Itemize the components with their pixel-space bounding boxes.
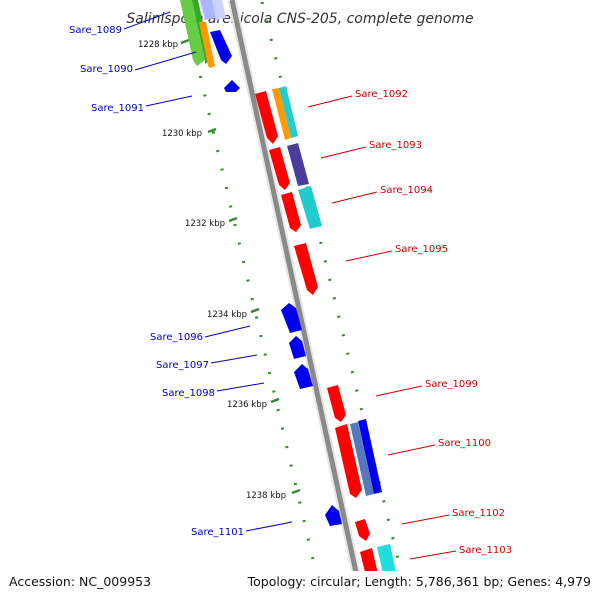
gene-label-sare-1103[interactable]: Sare_1103 — [459, 545, 512, 556]
accession-text: Accession: NC_009953 — [9, 574, 151, 589]
leader-line — [320, 146, 367, 159]
reverse-gene-arrow — [289, 336, 306, 359]
tick-1230 — [207, 127, 217, 134]
blue-feature-bar — [358, 419, 382, 494]
gene-label-sare-1091[interactable]: Sare_1091 — [91, 103, 144, 114]
steelblue-feature-bar — [350, 422, 374, 496]
leader-line — [216, 382, 265, 392]
gene-label-sare-1094[interactable]: Sare_1094 — [380, 185, 433, 196]
kbp-label: 1232 kbp — [185, 219, 225, 229]
map-title: Salinispora arenicola CNS-205, complete … — [126, 11, 473, 27]
gene-label-sare-1098[interactable]: Sare_1098 — [162, 388, 215, 399]
cyan-feature-bar — [298, 186, 322, 229]
reverse-gene-arrow — [281, 303, 302, 333]
kbp-label: 1238 kbp — [246, 491, 286, 501]
green-feature-bar — [180, 0, 205, 66]
gene-label-sare-1092[interactable]: Sare_1092 — [355, 89, 408, 100]
orange-feature-bar — [199, 22, 215, 68]
forward-gene-arrow — [255, 91, 278, 144]
forward-gene-arrow — [269, 147, 290, 190]
reverse-gene-arrow — [224, 80, 240, 92]
forward-gene-arrow — [294, 243, 318, 295]
gene-label-sare-1096[interactable]: Sare_1096 — [150, 332, 203, 343]
gene-label-sare-1089[interactable]: Sare_1089 — [69, 25, 122, 36]
gene-label-sare-1095[interactable]: Sare_1095 — [395, 244, 448, 255]
gene-label-sare-1097[interactable]: Sare_1097 — [156, 360, 209, 371]
leader-line — [401, 514, 450, 525]
kbp-ticks — [180, 38, 301, 495]
leader-line — [123, 11, 171, 30]
tick-1228 — [180, 38, 190, 45]
kbp-label: 1230 kbp — [162, 129, 202, 139]
tick-1238 — [291, 488, 301, 495]
kbp-label: 1236 kbp — [227, 400, 267, 410]
genome-summary-text: Topology: circular; Length: 5,786,361 bp… — [247, 574, 591, 589]
forward-gene-arrow — [355, 519, 370, 541]
gene-label-sare-1099[interactable]: Sare_1099 — [425, 379, 478, 390]
purple-feature-bar — [287, 143, 309, 186]
leader-line — [331, 191, 378, 204]
leader-line — [345, 250, 393, 262]
lavender-feature-bar — [200, 0, 217, 20]
leader-line — [307, 95, 353, 108]
tick-1234 — [250, 307, 260, 314]
footer-background — [0, 571, 600, 600]
cyan-feature-bar — [279, 86, 298, 138]
reverse-gene-labels: Sare_1089 Sare_1090 Sare_1091 Sare_1096 … — [69, 11, 293, 538]
leader-line — [245, 521, 293, 532]
kbp-labels: 1228 kbp 1230 kbp 1232 kbp 1234 kbp 1236… — [138, 40, 286, 501]
forward-gene-labels: Sare_1092 Sare_1093 Sare_1094 Sare_1095 … — [307, 89, 512, 560]
leader-line — [387, 444, 436, 456]
genome-backbone — [229, 0, 365, 600]
gene-label-sare-1102[interactable]: Sare_1102 — [452, 508, 505, 519]
leader-line — [134, 51, 197, 71]
lavender-feature-bar — [212, 0, 226, 20]
forward-gene-arrow — [327, 385, 346, 422]
inner-dotted-guide — [181, 1, 317, 569]
reverse-gene-arrow — [294, 364, 313, 389]
forward-gene-arrow — [281, 192, 301, 232]
leader-line — [210, 354, 258, 364]
gene-label-sare-1090[interactable]: Sare_1090 — [80, 64, 133, 75]
kbp-label: 1234 kbp — [207, 310, 247, 320]
leader-line — [375, 385, 423, 397]
reverse-gene-arrow — [210, 30, 232, 64]
forward-features — [255, 86, 402, 600]
tick-1232 — [228, 216, 238, 223]
reverse-features — [180, 0, 342, 526]
forward-gene-arrow — [335, 424, 362, 498]
gene-label-sare-1093[interactable]: Sare_1093 — [369, 140, 422, 151]
leader-line — [409, 550, 457, 560]
reverse-gene-arrow — [325, 505, 342, 526]
kbp-label: 1228 kbp — [138, 40, 178, 50]
gene-label-sare-1101[interactable]: Sare_1101 — [191, 527, 244, 538]
tick-1236 — [270, 397, 280, 404]
orange-feature-bar — [272, 88, 291, 140]
gene-label-sare-1100[interactable]: Sare_1100 — [438, 438, 491, 449]
dotted-guides — [181, 1, 407, 589]
leader-line — [204, 325, 251, 338]
leader-line — [145, 95, 193, 107]
